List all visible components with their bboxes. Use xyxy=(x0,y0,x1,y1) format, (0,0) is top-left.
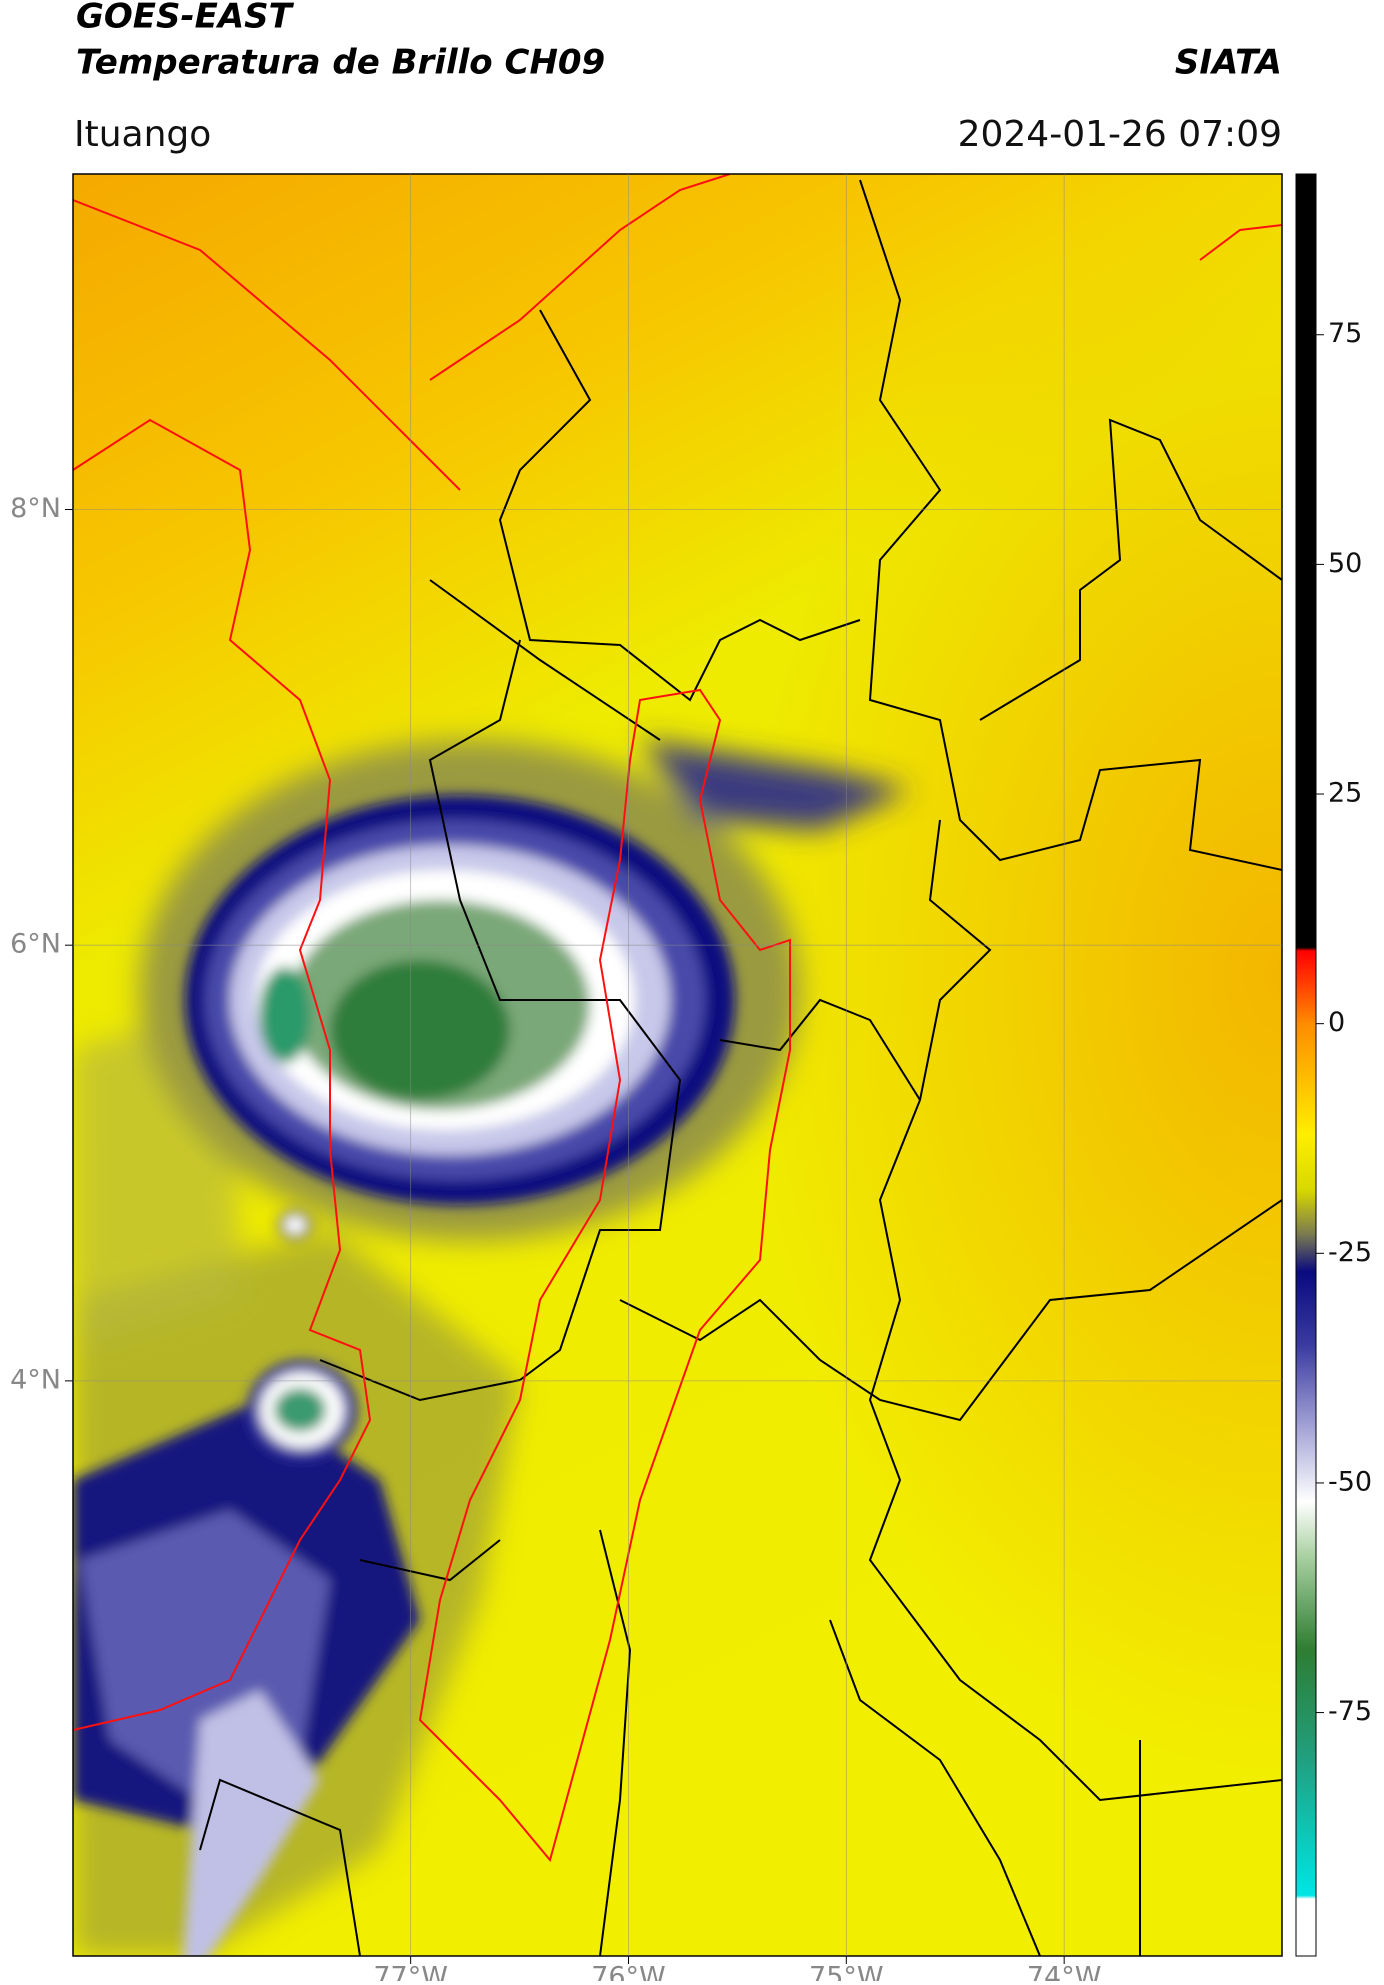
colorbar xyxy=(1295,173,1317,1957)
graticule xyxy=(73,174,1282,1956)
colorbar-tick-label: -25 xyxy=(1328,1237,1372,1268)
colorbar-tick-label: 0 xyxy=(1328,1007,1345,1038)
map-frame xyxy=(72,173,1283,1957)
y-tick-label: 6°N xyxy=(10,929,61,960)
colorbar-tick-label: 50 xyxy=(1328,548,1362,579)
subtitle: Temperatura de Brillo CH09 xyxy=(76,43,605,83)
x-tick-label: 77°W xyxy=(373,1962,448,1982)
y-tick-label: 8°N xyxy=(10,493,61,524)
brand: SIATA xyxy=(1175,43,1282,83)
colorbar-tick-label: -75 xyxy=(1328,1696,1372,1727)
x-tick-label: 74°W xyxy=(1027,1962,1102,1982)
satellite-image xyxy=(73,174,1282,1956)
colorbar-tick-label: -50 xyxy=(1328,1466,1372,1497)
x-tick-label: 76°W xyxy=(591,1962,666,1982)
location: Ituango xyxy=(74,114,211,155)
colorbar-tick-label: 25 xyxy=(1328,778,1362,809)
title: GOES-EAST xyxy=(76,0,295,37)
x-tick-label: 75°W xyxy=(809,1962,884,1982)
datetime: 2024-01-26 07:09 xyxy=(958,114,1282,155)
colorbar-tick-label: 75 xyxy=(1328,318,1362,349)
y-tick-label: 4°N xyxy=(10,1364,61,1395)
